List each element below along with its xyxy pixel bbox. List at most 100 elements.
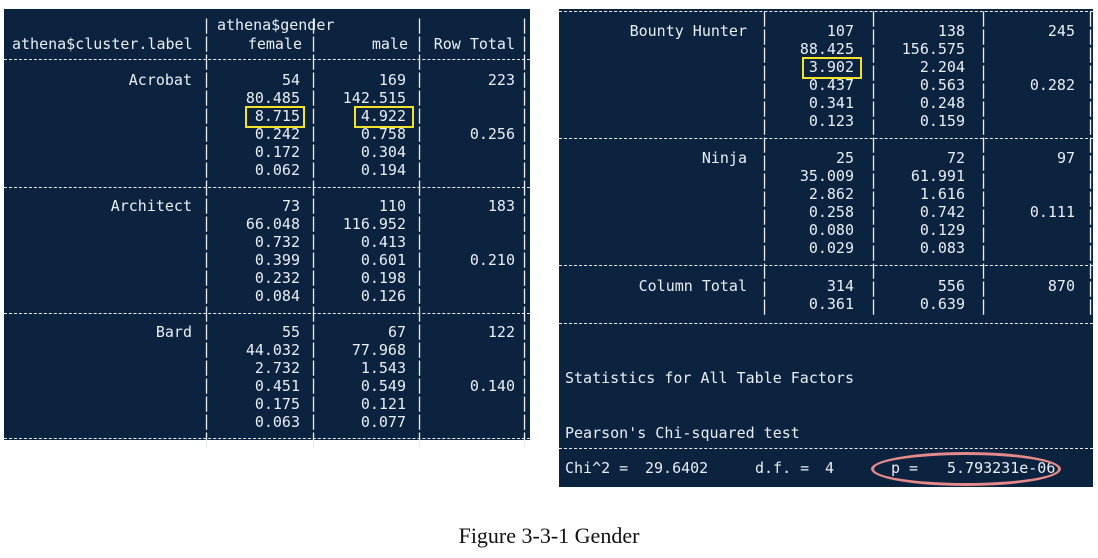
female-cell: 8.715 xyxy=(254,107,300,125)
female-cell: 3.902 xyxy=(808,58,854,76)
row-total-cell: 245 xyxy=(1047,22,1075,40)
female-cell: 0.172 xyxy=(254,143,300,161)
column-divider: | xyxy=(760,207,770,225)
column-divider: | xyxy=(202,340,212,358)
column-total-female-prop: 0.361 xyxy=(808,295,854,313)
female-cell: 0.242 xyxy=(254,125,300,143)
column-divider: | xyxy=(415,322,425,340)
male-cell: 0.742 xyxy=(919,203,965,221)
column-total-label: Column Total xyxy=(638,277,747,295)
crosstab-right-panel: Bounty Hunter 107 138 88.425 156.575 3.902 2.2… xyxy=(559,9,1096,487)
column-divider: | xyxy=(309,268,319,286)
column-divider: | xyxy=(869,171,879,189)
female-cell: 0.232 xyxy=(254,269,300,287)
column-divider: | xyxy=(979,99,989,117)
column-divider: | xyxy=(520,394,530,412)
male-cell: 169 xyxy=(378,71,406,89)
row-separator xyxy=(4,187,530,188)
column-divider: | xyxy=(979,135,989,153)
column-divider: | xyxy=(415,232,425,250)
male-cell: 0.413 xyxy=(360,233,406,251)
column-divider: | xyxy=(415,214,425,232)
female-cell: 2.732 xyxy=(254,359,300,377)
column-divider: | xyxy=(760,243,770,261)
column-divider: | xyxy=(760,27,770,45)
column-divider: | xyxy=(1086,9,1096,27)
column-divider: | xyxy=(309,412,319,430)
male-cell: 0.248 xyxy=(919,94,965,112)
column-divider: | xyxy=(979,63,989,81)
column-divider: | xyxy=(520,70,530,88)
column-divider: | xyxy=(520,340,530,358)
figure-caption: Figure 3-3-1 Gender xyxy=(458,523,640,548)
female-cell: 0.437 xyxy=(808,76,854,94)
column-divider: | xyxy=(415,142,425,160)
column-divider: | xyxy=(979,243,989,261)
column-divider: | xyxy=(309,232,319,250)
column-divider: | xyxy=(309,322,319,340)
male-cell: 0.549 xyxy=(360,377,406,395)
highlight-box-bounty-hunter-female xyxy=(802,57,862,79)
male-cell: 142.515 xyxy=(342,89,406,107)
col-variable-label: athena$gender xyxy=(217,16,335,34)
row-proportion-cell: 0.256 xyxy=(469,125,515,143)
column-divider: | xyxy=(415,268,425,286)
column-divider: | xyxy=(760,81,770,99)
column-divider: | xyxy=(202,358,212,376)
column-divider: | xyxy=(520,16,530,34)
column-divider: | xyxy=(979,45,989,63)
column-divider: | xyxy=(979,279,989,297)
column-divider: | xyxy=(309,340,319,358)
column-divider: | xyxy=(202,286,212,304)
column-divider: | xyxy=(415,358,425,376)
column-divider: | xyxy=(520,286,530,304)
column-divider: | xyxy=(415,160,425,178)
row-separator xyxy=(559,265,1093,266)
column-divider: | xyxy=(520,376,530,394)
column-divider: | xyxy=(1086,225,1096,243)
column-divider: | xyxy=(309,196,319,214)
column-divider: | xyxy=(202,394,212,412)
test-name: Pearson's Chi-squared test xyxy=(565,424,800,442)
male-cell: 2.204 xyxy=(919,58,965,76)
column-divider: | xyxy=(979,189,989,207)
column-divider: | xyxy=(979,207,989,225)
column-divider: | xyxy=(979,153,989,171)
column-divider: | xyxy=(760,45,770,63)
row-label-ninja: Ninja xyxy=(701,149,747,167)
column-divider: | xyxy=(760,297,770,315)
column-divider: | xyxy=(202,52,212,70)
row-proportion-cell: 0.111 xyxy=(1029,203,1075,221)
female-cell: 0.123 xyxy=(808,112,854,130)
highlight-box-acrobat-female xyxy=(245,106,305,128)
column-divider: | xyxy=(979,81,989,99)
crosstab-left-panel: athena$gender athena$cluster.label femal… xyxy=(4,9,530,448)
column-divider: | xyxy=(202,70,212,88)
separator xyxy=(559,448,1093,449)
column-divider: | xyxy=(520,430,530,448)
column-divider: | xyxy=(520,196,530,214)
column-divider: | xyxy=(760,225,770,243)
column-divider: | xyxy=(520,124,530,142)
column-divider: | xyxy=(760,261,770,279)
male-cell: 138 xyxy=(937,22,965,40)
chi-square-value: 29.6402 xyxy=(645,459,709,477)
column-divider: | xyxy=(309,214,319,232)
male-cell: 4.922 xyxy=(360,107,406,125)
column-divider: | xyxy=(1086,153,1096,171)
column-divider: | xyxy=(309,142,319,160)
female-cell: 25 xyxy=(835,149,854,167)
column-divider: | xyxy=(760,9,770,27)
male-cell: 1.543 xyxy=(360,359,406,377)
male-cell: 61.991 xyxy=(910,167,965,185)
column-divider: | xyxy=(1086,279,1096,297)
row-separator xyxy=(4,313,530,314)
column-divider: | xyxy=(1086,261,1096,279)
female-cell: 73 xyxy=(281,197,300,215)
column-divider: | xyxy=(202,16,212,34)
female-cell: 0.084 xyxy=(254,287,300,305)
column-divider: | xyxy=(760,117,770,135)
column-divider: | xyxy=(869,261,879,279)
column-divider: | xyxy=(869,207,879,225)
female-cell: 55 xyxy=(281,323,300,341)
